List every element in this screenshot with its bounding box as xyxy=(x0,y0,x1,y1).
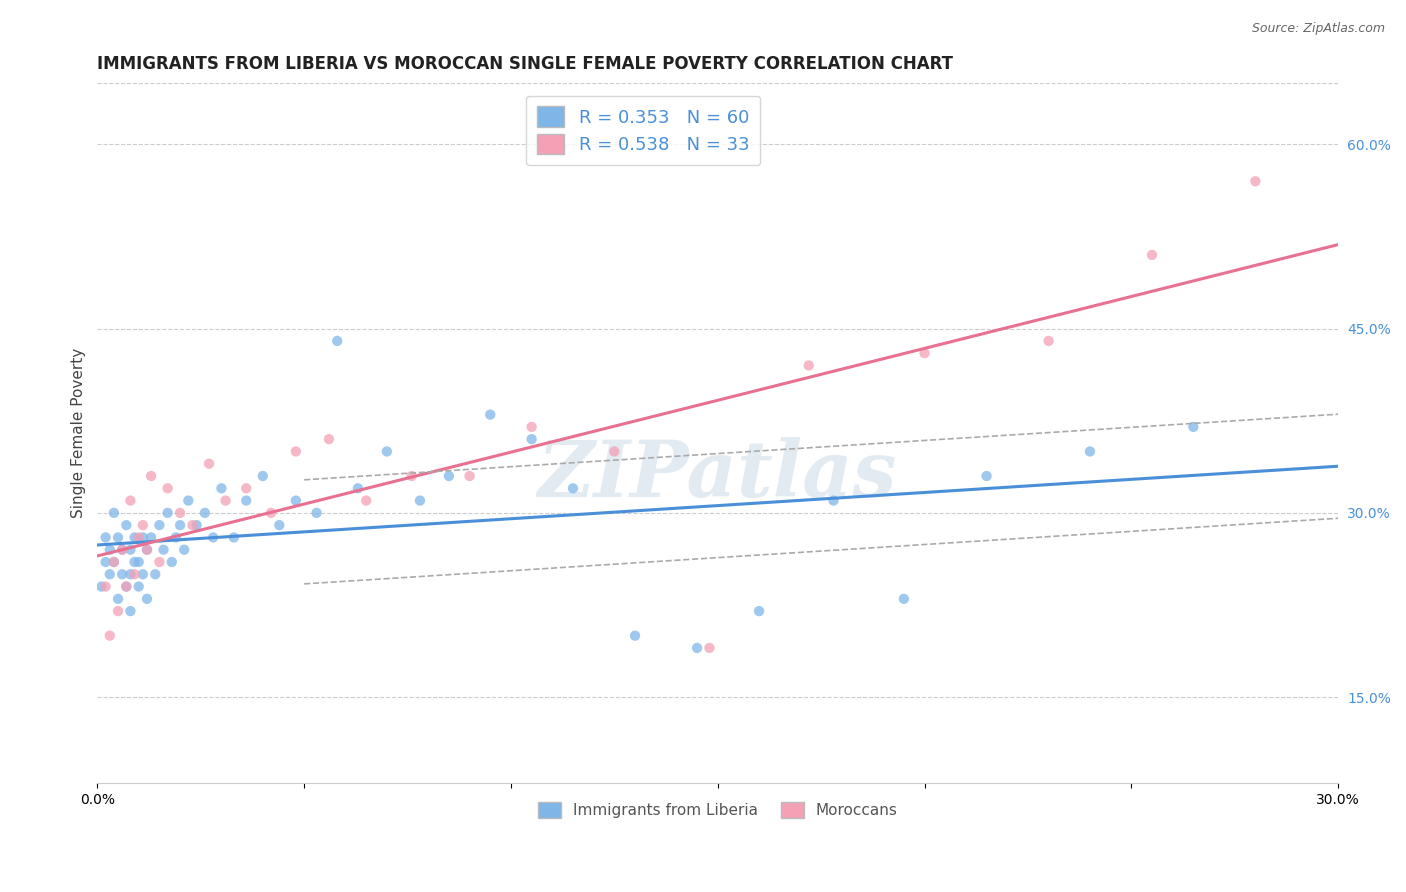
Point xyxy=(520,420,543,434)
Point xyxy=(94,555,117,569)
Point xyxy=(98,542,121,557)
Point xyxy=(603,444,626,458)
Point xyxy=(624,629,647,643)
Point xyxy=(115,518,138,533)
Point xyxy=(699,640,721,655)
Point xyxy=(375,444,398,458)
Point xyxy=(202,530,225,544)
Point xyxy=(305,506,328,520)
Point xyxy=(128,555,150,569)
Point xyxy=(128,580,150,594)
Point xyxy=(1244,174,1267,188)
Point xyxy=(222,530,245,544)
Point xyxy=(284,493,307,508)
Point xyxy=(120,493,142,508)
Point xyxy=(1182,420,1205,434)
Point xyxy=(160,555,183,569)
Point xyxy=(214,493,236,508)
Point xyxy=(260,506,283,520)
Point xyxy=(520,432,543,446)
Point xyxy=(103,506,125,520)
Point xyxy=(148,518,170,533)
Point xyxy=(252,469,274,483)
Point xyxy=(111,567,134,582)
Point xyxy=(284,444,307,458)
Point xyxy=(458,469,481,483)
Point xyxy=(152,542,174,557)
Point xyxy=(198,457,221,471)
Point xyxy=(326,334,349,348)
Point xyxy=(136,542,159,557)
Point xyxy=(103,555,125,569)
Text: Source: ZipAtlas.com: Source: ZipAtlas.com xyxy=(1251,22,1385,36)
Y-axis label: Single Female Poverty: Single Female Poverty xyxy=(72,348,86,518)
Point xyxy=(401,469,423,483)
Point xyxy=(136,542,159,557)
Point xyxy=(107,604,129,618)
Point xyxy=(94,530,117,544)
Point xyxy=(235,493,257,508)
Point xyxy=(107,530,129,544)
Point xyxy=(409,493,432,508)
Point xyxy=(235,481,257,495)
Point xyxy=(124,555,146,569)
Point xyxy=(139,530,162,544)
Point xyxy=(98,629,121,643)
Point xyxy=(124,530,146,544)
Point xyxy=(94,580,117,594)
Point xyxy=(136,591,159,606)
Point xyxy=(120,604,142,618)
Point xyxy=(124,567,146,582)
Point xyxy=(139,469,162,483)
Point xyxy=(128,530,150,544)
Point xyxy=(686,640,709,655)
Point xyxy=(120,567,142,582)
Point xyxy=(156,506,179,520)
Point xyxy=(120,542,142,557)
Legend: Immigrants from Liberia, Moroccans: Immigrants from Liberia, Moroccans xyxy=(531,797,904,824)
Point xyxy=(181,518,204,533)
Point xyxy=(107,591,129,606)
Point xyxy=(111,542,134,557)
Point xyxy=(132,530,155,544)
Text: IMMIGRANTS FROM LIBERIA VS MOROCCAN SINGLE FEMALE POVERTY CORRELATION CHART: IMMIGRANTS FROM LIBERIA VS MOROCCAN SING… xyxy=(97,55,953,73)
Point xyxy=(748,604,770,618)
Point xyxy=(347,481,370,495)
Point xyxy=(111,542,134,557)
Point xyxy=(1140,248,1163,262)
Point xyxy=(143,567,166,582)
Point xyxy=(194,506,217,520)
Point xyxy=(269,518,291,533)
Point xyxy=(156,481,179,495)
Point xyxy=(186,518,208,533)
Point xyxy=(893,591,915,606)
Point xyxy=(177,493,200,508)
Point xyxy=(132,518,155,533)
Point xyxy=(115,580,138,594)
Point xyxy=(562,481,585,495)
Point xyxy=(479,408,502,422)
Point xyxy=(437,469,460,483)
Point xyxy=(103,555,125,569)
Point xyxy=(90,580,112,594)
Point xyxy=(209,481,232,495)
Text: ZIPatlas: ZIPatlas xyxy=(538,437,897,513)
Point xyxy=(354,493,377,508)
Point xyxy=(115,580,138,594)
Point xyxy=(318,432,340,446)
Point xyxy=(173,542,195,557)
Point xyxy=(1078,444,1101,458)
Point xyxy=(914,346,936,360)
Point xyxy=(165,530,187,544)
Point xyxy=(148,555,170,569)
Point xyxy=(169,518,191,533)
Point xyxy=(823,493,845,508)
Point xyxy=(132,567,155,582)
Point xyxy=(797,359,820,373)
Point xyxy=(98,567,121,582)
Point xyxy=(169,506,191,520)
Point xyxy=(976,469,998,483)
Point xyxy=(1038,334,1060,348)
